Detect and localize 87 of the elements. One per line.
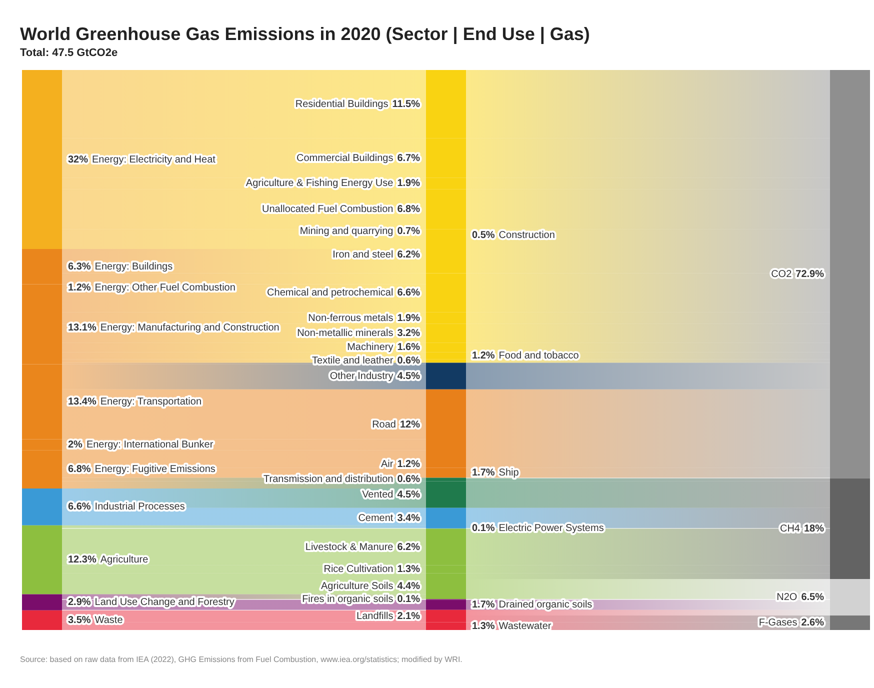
- category-label: Agriculture & Fishing Energy Use: [246, 178, 394, 190]
- data-label: 6.7%: [397, 152, 420, 164]
- category-label: Commercial Buildings: [296, 152, 394, 164]
- category-label: Wastewater: [498, 620, 552, 632]
- data-label: 32%: [68, 154, 88, 166]
- data-label: 0.6%: [397, 356, 420, 367]
- text: World Greenhouse Gas Emissions in 2020 (Sector | End Use | Gas): [20, 24, 590, 45]
- data-label: 1.2%: [68, 282, 91, 294]
- category-label: Transmission and distribution: [264, 474, 394, 486]
- data-label: 6.5%: [801, 592, 824, 603]
- data-label: 2.6%: [801, 617, 824, 628]
- data-label: 0.5%: [472, 230, 495, 241]
- data-label: 0.1%: [472, 523, 495, 534]
- data-label: 1.9%: [397, 312, 420, 324]
- data-label: 4.5%: [397, 489, 420, 500]
- category-label: Energy: Buildings: [94, 261, 173, 272]
- data-label: 4.4%: [397, 580, 420, 592]
- data-label: 1.3%: [397, 564, 420, 576]
- data-label: 6.8%: [397, 204, 420, 216]
- category-label: Agriculture Soils: [320, 580, 394, 592]
- data-label: 18%: [804, 523, 824, 534]
- data-label: 6.3%: [68, 261, 91, 272]
- category-label: Residential Buildings: [295, 98, 388, 110]
- data-label: 1.2%: [397, 458, 420, 470]
- data-label: 1.7%: [472, 467, 495, 478]
- data-label: 13.1%: [68, 322, 96, 334]
- category-label: CO2: [771, 268, 792, 280]
- category-label: Agriculture: [100, 554, 149, 566]
- category-label: Electric Power Systems: [498, 523, 604, 534]
- category-label: Waste: [94, 614, 124, 626]
- category-label: Air: [380, 458, 394, 470]
- data-label: 1.3%: [472, 620, 495, 632]
- category-label: Road: [372, 420, 396, 431]
- category-label: Textile and leather: [312, 356, 394, 367]
- data-label: 6.6%: [68, 502, 91, 513]
- data-label: 1.7%: [472, 600, 495, 611]
- category-label: Food and tobacco: [498, 350, 580, 362]
- category-label: Energy: Other Fuel Combustion: [94, 282, 236, 294]
- data-label: 6.6%: [397, 288, 420, 299]
- data-label: 2%: [68, 440, 83, 451]
- category-label: Vented: [362, 489, 394, 500]
- category-label: Industrial Processes: [94, 502, 185, 513]
- data-label: 2.1%: [397, 610, 420, 622]
- category-label: Energy: Transportation: [100, 396, 202, 408]
- data-label: 3.2%: [397, 328, 420, 339]
- category-label: Construction: [498, 230, 555, 241]
- data-label: 0.6%: [397, 474, 420, 486]
- data-label: 1.9%: [397, 178, 420, 190]
- data-label: 6.8%: [68, 464, 91, 476]
- data-label: 6.2%: [397, 542, 420, 553]
- source-note: Source: based on raw data from IEA (2022), GHG Emissions from Fuel Combustion, www.iea.org/statistics; modified by WRI.: [20, 655, 462, 664]
- data-label: 3.4%: [397, 512, 420, 524]
- category-label: Non-ferrous metals: [308, 312, 394, 324]
- category-label: Energy: Manufacturing and Construction: [100, 322, 280, 334]
- category-label: Energy: International Bunker: [86, 440, 214, 451]
- data-label: 2.9%: [68, 597, 91, 608]
- data-label: 12%: [400, 420, 420, 431]
- data-label: 1.6%: [397, 342, 420, 354]
- data-label: 0.7%: [397, 226, 420, 238]
- data-label: 1.2%: [472, 350, 495, 362]
- category-label: Non-metallic minerals: [297, 328, 394, 339]
- category-label: Energy: Electricity and Heat: [92, 154, 216, 166]
- category-label: Other Industry: [330, 370, 394, 382]
- category-label: Machinery: [347, 342, 394, 354]
- data-label: 6.2%: [397, 250, 420, 261]
- data-label: 4.5%: [397, 370, 420, 382]
- category-label: Landfills: [356, 610, 394, 622]
- data-label: 72.9%: [796, 268, 824, 280]
- category-label: Chemical and petrochemical: [267, 288, 394, 299]
- category-label: F-Gases: [758, 617, 798, 628]
- category-label: Livestock & Manure: [305, 542, 394, 553]
- data-label: 11.5%: [392, 98, 420, 110]
- category-label: N2O: [776, 592, 798, 603]
- category-label: Drained organic soils: [498, 600, 592, 611]
- category-label: Ship: [498, 467, 520, 478]
- category-label: Unallocated Fuel Combustion: [262, 204, 394, 216]
- category-label: Land Use Change and Forestry: [94, 597, 234, 608]
- category-label: Energy: Fugitive Emissions: [94, 464, 216, 476]
- category-label: CH4: [780, 523, 800, 534]
- category-label: Cement: [358, 512, 394, 524]
- category-label: Iron and steel: [332, 250, 394, 261]
- category-label: Rice Cultivation: [324, 564, 394, 576]
- category-label: Mining and quarrying: [300, 226, 394, 238]
- data-label: 3.5%: [68, 614, 91, 626]
- data-label: 12.3%: [68, 554, 96, 566]
- data-label: 13.4%: [68, 396, 96, 408]
- text: Total: 47.5 GtCO2e: [20, 47, 118, 59]
